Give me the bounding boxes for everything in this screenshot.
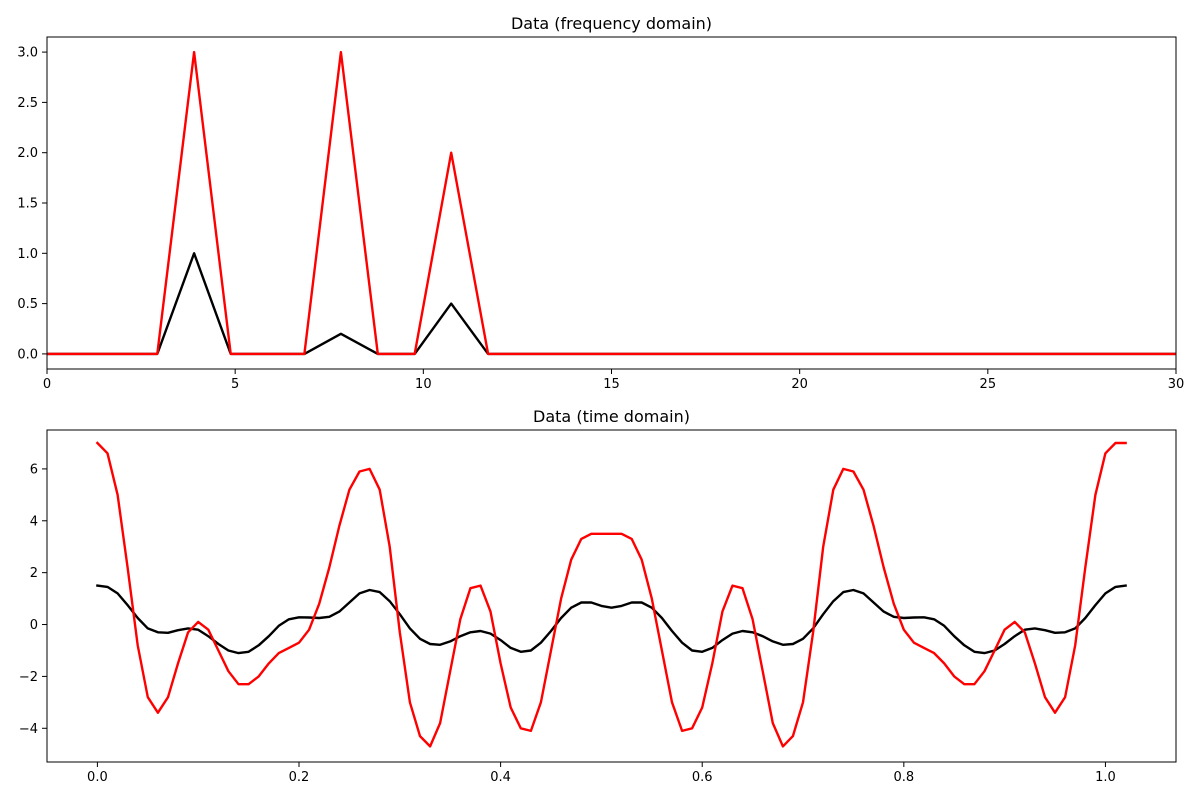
series-line-1: [96, 584, 1127, 655]
y-tick-label: −2: [19, 670, 38, 685]
x-tick-label: 0.8: [893, 770, 914, 785]
x-tick-label: 10: [415, 377, 432, 392]
series-group: [47, 50, 1176, 356]
y-tick-label: 0: [30, 618, 38, 633]
y-tick-label: 6: [30, 462, 38, 477]
y-tick-label: 2.0: [17, 146, 38, 161]
y-tick-label: 2.5: [17, 96, 38, 111]
chart-title: Data (time domain): [533, 407, 690, 426]
subplot-time-domain: Data (time domain) 0.0 0.2 0.4 0.6 0.8 1.0 −4 −…: [19, 407, 1177, 785]
plot-area: 0.0 0.2 0.4 0.6 0.8 1.0 −4 −2 0 2 4 6: [19, 429, 1177, 785]
x-tick-label: 0: [43, 377, 51, 392]
chart-title: Data (frequency domain): [511, 14, 712, 33]
y-tick-label: −4: [19, 722, 38, 737]
plot-area: 0 5 10 15 20 25 30 0.0 0.5 1.0 1.5 2.0 2.5 3.0: [17, 36, 1185, 392]
x-tick-label: 1.0: [1095, 770, 1116, 785]
y-tick-label: 1.0: [17, 247, 38, 262]
subplot-frequency-domain: Data (frequency domain) 0 5 10 15 20 25 300.00…: [17, 14, 1185, 392]
y-tick-label: 0.0: [17, 347, 38, 362]
x-tick-label: 15: [603, 377, 620, 392]
x-tick-label: 0.6: [692, 770, 713, 785]
x-tick-label: 0.0: [87, 770, 108, 785]
x-tick-label: 5: [231, 377, 239, 392]
x-tick-label: 25: [980, 377, 997, 392]
y-tick-label: 2: [30, 566, 38, 581]
series-line-2: [95, 441, 1127, 748]
axes-frame: [46, 36, 1177, 370]
x-tick-label: 20: [791, 377, 808, 392]
series-group: [95, 441, 1127, 748]
y-tick-label: 4: [30, 514, 38, 529]
series-line-2: [47, 50, 1176, 356]
series-line-1: [47, 252, 1176, 356]
y-tick-label: 1.5: [17, 197, 38, 212]
axes-frame: [46, 429, 1177, 763]
x-tick-label: 0.4: [490, 770, 511, 785]
x-tick-label: 0.2: [289, 770, 310, 785]
x-tick-label: 30: [1168, 377, 1185, 392]
y-tick-label: 0.5: [17, 297, 38, 312]
y-tick-label: 3.0: [17, 46, 38, 61]
